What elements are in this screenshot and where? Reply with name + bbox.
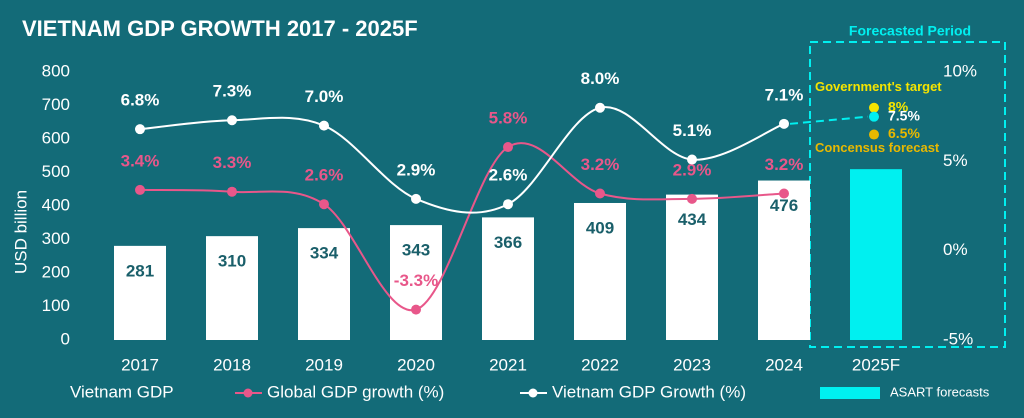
bar: [574, 202, 626, 340]
legend-swatch: [820, 387, 880, 399]
y-tick-label: 200: [42, 262, 70, 281]
line-point: [135, 184, 145, 195]
y-axis-label: USD billion: [11, 190, 30, 274]
line-point: [503, 199, 513, 210]
bar-value-label: 343: [402, 241, 430, 260]
line-point: [595, 102, 605, 113]
line: [139, 106, 785, 214]
bar: [482, 217, 534, 340]
x-tick-label: 2025F: [852, 355, 900, 374]
bar-value-label: 281: [126, 261, 154, 280]
legend-label: ASART forecasts: [890, 384, 990, 399]
bar-value-label: 310: [218, 252, 246, 271]
line-point: [779, 118, 789, 129]
forecast-point: [869, 111, 879, 122]
bar: [114, 245, 166, 340]
bar: [206, 236, 258, 340]
line-point: [411, 193, 421, 204]
line-value-label: 2.6%: [489, 166, 528, 185]
forecast-title: Forecasted Period: [849, 23, 971, 39]
line-value-label: 3.2%: [581, 155, 620, 174]
line-value-label: 7.0%: [305, 87, 344, 106]
forecast-name: Government's target: [815, 79, 942, 94]
line-point: [411, 304, 421, 315]
legend-label: Vietnam GDP Growth (%): [552, 382, 746, 401]
forecast-connector: [789, 115, 869, 125]
line-point: [687, 154, 697, 165]
forecast-point: [869, 129, 879, 140]
bar: [666, 194, 718, 340]
x-tick-label: 2023: [673, 355, 711, 374]
line-value-label: 6.8%: [121, 91, 160, 110]
y-tick-label: 800: [42, 61, 70, 80]
y-tick-label: 400: [42, 195, 70, 214]
bar-value-label: 409: [586, 218, 614, 237]
line-value-label: 7.3%: [213, 82, 252, 101]
line-value-label: 2.9%: [397, 160, 436, 179]
y-tick-label: 100: [42, 296, 70, 315]
line-value-label: 7.1%: [765, 85, 804, 104]
y-tick-label: 600: [42, 128, 70, 147]
bar: [850, 169, 902, 340]
legend-marker: [528, 388, 538, 398]
bar-value-label: 334: [310, 244, 339, 263]
line-point: [227, 186, 237, 197]
forecast-name: Concensus forecast: [815, 140, 940, 155]
line-point: [779, 188, 789, 199]
bar-value-label: 366: [494, 233, 522, 252]
line-point: [687, 193, 697, 204]
x-tick-label: 2019: [305, 355, 343, 374]
forecast-value-label: 7.5%: [888, 107, 920, 123]
line-point: [135, 124, 145, 135]
line-value-label: 8.0%: [581, 69, 620, 88]
bar-value-label: 434: [678, 210, 707, 229]
legend-marker: [243, 388, 253, 398]
line-value-label: 5.1%: [673, 121, 712, 140]
x-tick-label: 2020: [397, 355, 435, 374]
forecast-point: [869, 102, 879, 113]
bar: [298, 228, 350, 340]
x-tick-label: 2021: [489, 355, 527, 374]
line-value-label: 3.3%: [213, 153, 252, 172]
bar-value-label: 476: [770, 196, 798, 215]
y-tick-label: 500: [42, 162, 70, 181]
legend-label: Vietnam GDP: [70, 382, 174, 401]
forecast-value-label: 8%: [888, 98, 909, 114]
y-tick-label: 700: [42, 95, 70, 114]
y2-tick-label: 5%: [943, 151, 968, 170]
y-tick-label: 0: [61, 329, 70, 348]
line-value-label: 5.8%: [489, 109, 528, 128]
x-tick-label: 2022: [581, 355, 619, 374]
line-value-label: 3.2%: [765, 155, 804, 174]
y2-tick-label: 0%: [943, 240, 968, 259]
x-tick-label: 2017: [121, 355, 159, 374]
line-point: [595, 188, 605, 199]
legend-label: Global GDP growth (%): [267, 382, 444, 401]
line-point: [503, 142, 513, 153]
forecast-value-label: 6.5%: [888, 125, 920, 141]
line-value-label: 2.6%: [305, 166, 344, 185]
bar: [390, 225, 442, 340]
y-tick-label: 300: [42, 229, 70, 248]
x-tick-label: 2024: [765, 355, 803, 374]
chart-title: VIETNAM GDP GROWTH 2017 - 2025F: [22, 16, 418, 41]
line-value-label: -3.3%: [394, 271, 438, 290]
line-point: [319, 120, 329, 131]
line-point: [227, 115, 237, 126]
line-value-label: 3.4%: [121, 151, 160, 170]
y2-tick-label: 10%: [943, 61, 977, 80]
x-tick-label: 2018: [213, 355, 251, 374]
y2-tick-label: -5%: [943, 329, 973, 348]
bar: [758, 180, 810, 340]
line-point: [319, 199, 329, 210]
line: [139, 142, 785, 312]
line-value-label: 2.9%: [673, 160, 712, 179]
